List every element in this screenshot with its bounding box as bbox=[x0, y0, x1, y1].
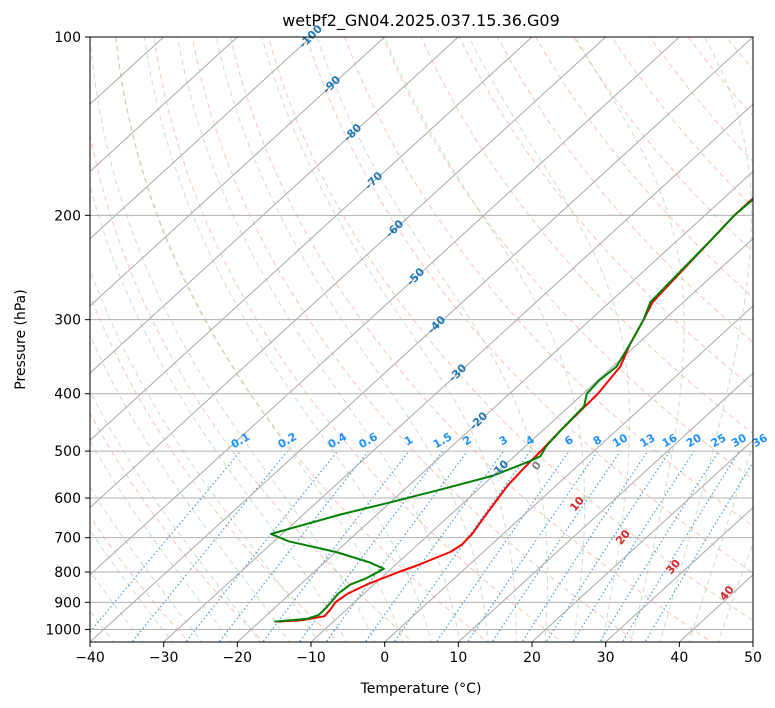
isotherm bbox=[457, 372, 753, 642]
moist-adiabat bbox=[261, 37, 517, 642]
x-tick-label: −30 bbox=[149, 650, 179, 666]
mixing-ratio-line bbox=[393, 450, 531, 642]
y-tick-label: 800 bbox=[54, 565, 81, 581]
mixing-ratio-line bbox=[521, 450, 649, 642]
mixing-ratio-line bbox=[325, 450, 468, 642]
mixing-ratio-line bbox=[545, 450, 671, 642]
isotherm bbox=[605, 506, 753, 642]
dry-adiabat bbox=[306, 37, 753, 574]
isotherm bbox=[90, 37, 680, 576]
isotherm bbox=[90, 37, 312, 240]
plot-frame bbox=[89, 36, 754, 643]
y-tick-label: 300 bbox=[54, 313, 81, 329]
moist-adiabat bbox=[90, 440, 232, 642]
y-tick-label: 100 bbox=[54, 30, 81, 46]
plot-area bbox=[90, 24, 775, 645]
axis-ticks: −40 −30 −20 −10 0 10 20 30 40 50 100 200 300 400 500 60… bbox=[45, 30, 762, 666]
isotherm bbox=[90, 37, 753, 642]
y-tick-label: 400 bbox=[54, 387, 81, 403]
x-tick-label: 50 bbox=[744, 650, 762, 666]
mixing-ratio-line bbox=[621, 450, 740, 642]
isotherm bbox=[90, 37, 386, 307]
isotherm bbox=[531, 439, 753, 642]
moist-adiabat bbox=[90, 486, 203, 642]
y-axis-label: Pressure (hPa) bbox=[13, 289, 29, 389]
moist-adiabat bbox=[384, 37, 586, 642]
x-tick-label: −40 bbox=[75, 650, 105, 666]
isotherm bbox=[90, 37, 238, 173]
x-tick-label: 40 bbox=[670, 650, 688, 666]
moist-adiabat bbox=[215, 37, 489, 642]
moist-adiabat bbox=[659, 37, 752, 642]
x-axis-label: Temperature (°C) bbox=[360, 681, 482, 697]
dewpoint-line bbox=[270, 198, 753, 623]
dry-adiabat bbox=[267, 37, 753, 622]
mixing-ratio-line bbox=[599, 450, 720, 642]
background-lines bbox=[90, 24, 775, 645]
y-tick-label: 900 bbox=[54, 595, 81, 611]
x-tick-label: −10 bbox=[296, 650, 326, 666]
mixing-ratio-line bbox=[218, 450, 369, 642]
mixing-ratio-line bbox=[435, 450, 570, 642]
x-tick-label: 20 bbox=[523, 650, 541, 666]
moist-adiabat bbox=[688, 442, 753, 642]
dry-adiabat bbox=[344, 37, 753, 527]
y-tick-label: 700 bbox=[54, 531, 81, 547]
dry-adiabat bbox=[496, 37, 753, 344]
mixing-ratio-line bbox=[572, 450, 695, 642]
isotherm bbox=[163, 103, 753, 642]
x-tick-label: 0 bbox=[380, 650, 389, 666]
dry-adiabat bbox=[458, 37, 753, 389]
y-tick-label: 1000 bbox=[45, 622, 81, 638]
moist-adiabat bbox=[177, 37, 461, 642]
moist-adiabat bbox=[316, 37, 548, 642]
mixing-ratio-line bbox=[185, 450, 339, 642]
isotherm bbox=[90, 37, 459, 374]
isotherm bbox=[384, 305, 753, 642]
mixing-ratio-line bbox=[491, 450, 621, 642]
x-tick-label: 10 bbox=[449, 650, 467, 666]
dry-adiabat bbox=[153, 37, 564, 642]
chart-title: wetPf2_GN04.2025.037.15.36.G09 bbox=[282, 11, 560, 31]
dry-adiabat bbox=[191, 37, 638, 642]
x-tick-label: 30 bbox=[597, 650, 615, 666]
isotherm bbox=[236, 170, 753, 642]
isotherm bbox=[310, 237, 753, 642]
isotherm bbox=[90, 37, 607, 509]
moist-adiabat bbox=[90, 333, 290, 642]
isotherm bbox=[752, 641, 753, 642]
y-tick-label: 500 bbox=[54, 444, 81, 460]
dry-adiabat bbox=[754, 24, 775, 645]
y-tick-label: 600 bbox=[54, 491, 81, 507]
y-tick-label: 200 bbox=[54, 208, 81, 224]
dry-adiabat bbox=[90, 293, 339, 642]
x-tick-label: −20 bbox=[223, 650, 253, 666]
series-lines bbox=[270, 196, 753, 623]
moist-adiabat bbox=[143, 37, 432, 642]
moist-adiabat bbox=[90, 268, 319, 642]
isotherm bbox=[90, 37, 533, 442]
moist-adiabat bbox=[90, 390, 261, 642]
